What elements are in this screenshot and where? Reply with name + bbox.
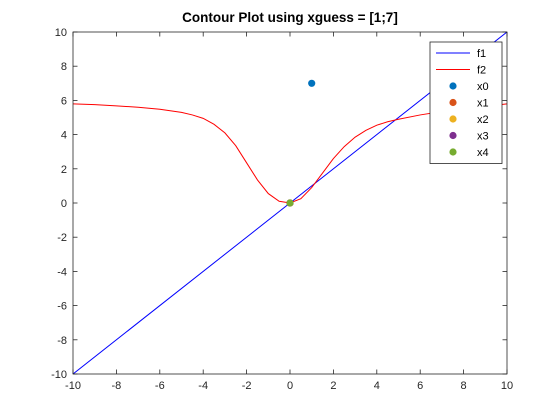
- x-tick-label: -4: [198, 380, 208, 392]
- legend-label-x1: x1: [477, 98, 489, 110]
- axis-ticks: -10 -8 -6 -4 -2 0 2 4 6 8 10 -10 -8 -6 -4 -2 0 2 4 6 8 10: [51, 27, 513, 392]
- y-tick-label: 10: [55, 27, 67, 39]
- x-tick-label: -10: [65, 380, 81, 392]
- y-tick-label: -10: [51, 369, 67, 381]
- y-tick-label: 6: [61, 95, 67, 107]
- legend-swatch-x3: [449, 131, 457, 140]
- x-tick-label: 10: [501, 380, 513, 392]
- x-tick-label: -2: [242, 380, 252, 392]
- y-tick-label: 4: [61, 130, 67, 142]
- x-tick-label: 4: [374, 380, 380, 392]
- legend-swatch-x1: [449, 98, 457, 107]
- legend-label-x4: x4: [477, 147, 489, 159]
- chart-title: Contour Plot using xguess = [1;7]: [182, 10, 398, 25]
- legend-box: [429, 41, 503, 164]
- legend-swatch-x2: [449, 115, 457, 123]
- legend-label-f2: f2: [477, 65, 486, 77]
- x-tick-label: 6: [417, 380, 423, 392]
- legend-label-x3: x3: [477, 131, 489, 143]
- x-tick-label: -6: [155, 380, 165, 392]
- legend-label-f1: f1: [477, 48, 486, 60]
- y-tick-label: 0: [61, 198, 67, 210]
- x-tick-label: 0: [287, 380, 293, 392]
- y-tick-label: -6: [57, 301, 67, 313]
- y-tick-label: 2: [61, 164, 67, 176]
- legend-label-x0: x0: [477, 81, 489, 93]
- marker-x4: [286, 199, 294, 207]
- x-tick-label: 8: [461, 380, 467, 392]
- legend-swatch-x0: [449, 82, 457, 90]
- x-tick-label: -8: [112, 380, 122, 392]
- x-tick-label: 2: [330, 380, 336, 392]
- y-tick-label: -8: [57, 335, 67, 347]
- y-tick-label: -2: [57, 232, 67, 244]
- legend-label-x2: x2: [477, 114, 489, 126]
- legend-swatch-x4: [449, 148, 457, 156]
- y-tick-label: 8: [61, 61, 67, 73]
- y-tick-label: -4: [57, 266, 67, 278]
- marker-x0: [308, 79, 316, 87]
- legend: f1 f2 x0 x1 x2 x3 x4: [429, 41, 503, 164]
